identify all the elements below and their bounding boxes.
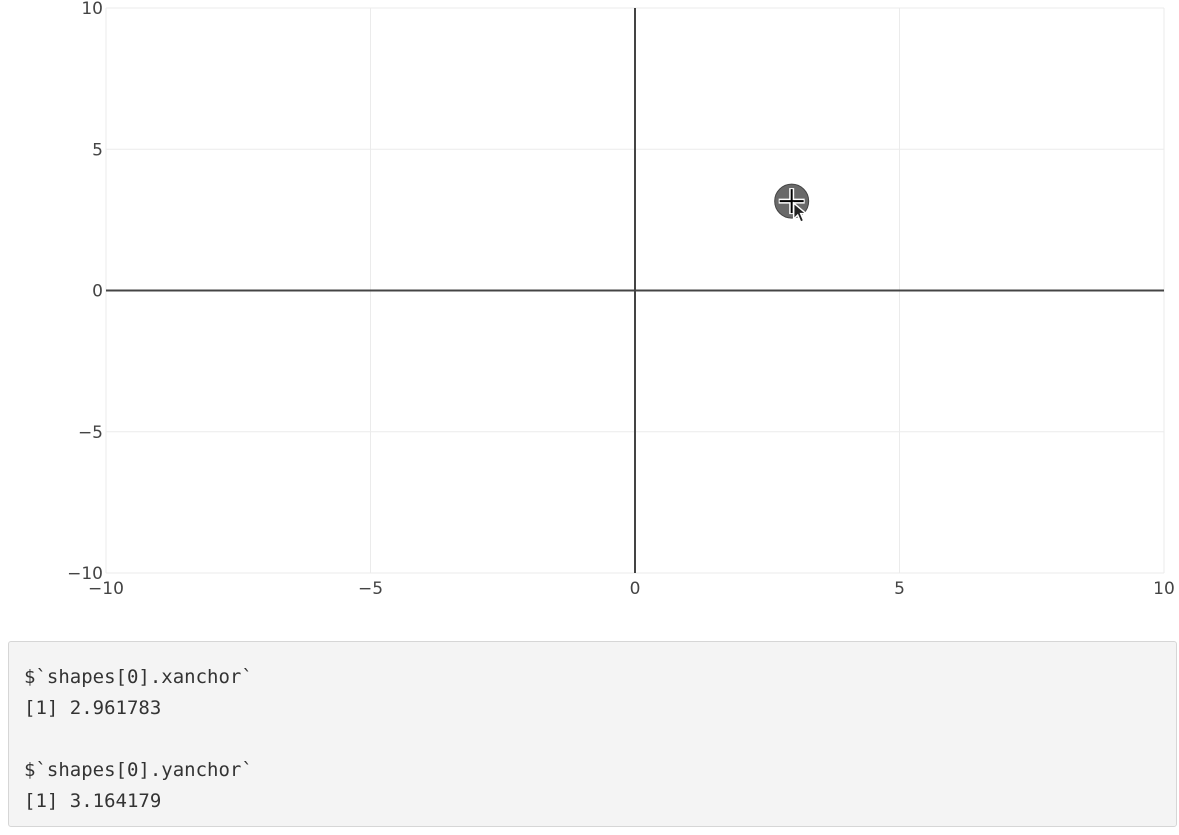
- console-output: $`shapes[0].xanchor` [1] 2.961783 $`shap…: [8, 641, 1177, 827]
- yanchor-label: $`shapes[0].yanchor`: [24, 759, 253, 781]
- y-tick-label: 10: [81, 0, 103, 19]
- xanchor-value: [1] 2.961783: [24, 697, 162, 719]
- y-tick-label: −5: [78, 423, 103, 443]
- xanchor-label: $`shapes[0].xanchor`: [24, 666, 253, 688]
- console-spacer: [24, 724, 1161, 755]
- x-tick-label: 10: [1153, 579, 1175, 599]
- x-tick-label: 5: [894, 579, 905, 599]
- x-tick-label: −5: [358, 579, 383, 599]
- tick-labels: −10 −5 0 5 10 −10 −5 0 5 10: [67, 0, 1175, 599]
- zero-lines: [106, 8, 1164, 573]
- x-tick-label: 0: [630, 579, 641, 599]
- yanchor-value: [1] 3.164179: [24, 790, 162, 812]
- move-cursor-icon: [778, 188, 809, 224]
- plot-area[interactable]: −10 −5 0 5 10 −10 −5 0 5 10: [0, 0, 1179, 615]
- y-tick-label: −10: [67, 564, 103, 584]
- y-tick-label: 0: [92, 282, 103, 302]
- x-tick-label: −10: [88, 579, 124, 599]
- y-tick-label: 5: [92, 140, 103, 160]
